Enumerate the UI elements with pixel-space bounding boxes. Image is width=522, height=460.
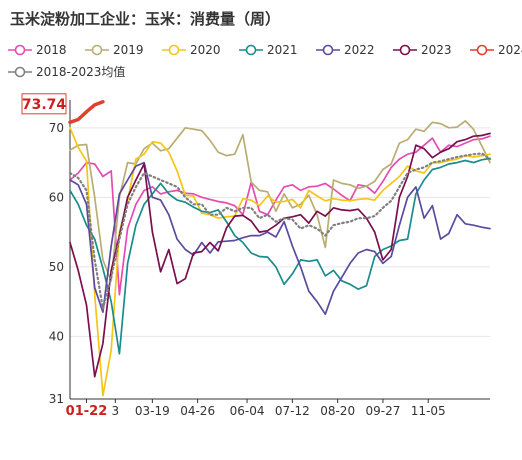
legend-item-2020[interactable]: 2020 bbox=[162, 43, 221, 57]
legend-item-2019[interactable]: 2019 bbox=[85, 43, 144, 57]
series-line-2021 bbox=[69, 157, 491, 355]
series-line-2018-2023均值 bbox=[68, 152, 492, 310]
x-tick-label: 03-19 bbox=[135, 404, 170, 418]
series-line-2019 bbox=[69, 120, 491, 282]
legend-marker bbox=[399, 44, 411, 56]
last-value-badge: 73.74 bbox=[21, 93, 67, 115]
series-line-2020 bbox=[69, 126, 491, 397]
legend-marker bbox=[245, 44, 257, 56]
legend-label: 2018 bbox=[36, 43, 67, 57]
legend-item-2018-2023均值[interactable]: 2018-2023均值 bbox=[8, 64, 125, 79]
x-tick-label: 09-27 bbox=[366, 404, 401, 418]
y-tick-label: 60 bbox=[49, 190, 64, 204]
legend-marker bbox=[14, 44, 26, 56]
y-tick-label: 40 bbox=[49, 329, 64, 343]
x-tick-label: 06-04 bbox=[230, 404, 265, 418]
series-line-2018 bbox=[69, 135, 491, 296]
series-line-2024 bbox=[68, 100, 105, 125]
legend-item-2022[interactable]: 2022 bbox=[316, 43, 375, 57]
legend-label: 2020 bbox=[190, 43, 221, 57]
x-tick-label: 07-12 bbox=[275, 404, 310, 418]
legend-marker bbox=[322, 44, 334, 56]
legend-item-2024[interactable]: 2024 bbox=[470, 43, 522, 57]
legend-item-2021[interactable]: 2021 bbox=[239, 43, 298, 57]
x-tick-label: 08-20 bbox=[320, 404, 355, 418]
x-tick-label: 3 bbox=[111, 404, 119, 418]
legend-marker bbox=[476, 44, 488, 56]
series-line-2023 bbox=[69, 132, 491, 378]
x-tick-label: 04-26 bbox=[180, 404, 215, 418]
legend-marker bbox=[168, 44, 180, 56]
legend-label: 2018-2023均值 bbox=[36, 64, 125, 79]
legend-label: 2021 bbox=[267, 43, 298, 57]
legend-item-2023[interactable]: 2023 bbox=[393, 43, 452, 57]
legend-label: 2023 bbox=[421, 43, 452, 57]
legend-label: 2022 bbox=[344, 43, 375, 57]
y-tick-label: 50 bbox=[49, 260, 64, 274]
series-line-2022 bbox=[69, 161, 491, 316]
y-tick-label: 31 bbox=[49, 392, 64, 406]
legend-label: 2019 bbox=[113, 43, 144, 57]
chart-title: 玉米淀粉加工企业：玉米：消费量（周） bbox=[10, 10, 281, 28]
legend-item-2018[interactable]: 2018 bbox=[8, 43, 67, 57]
x-tick-label-highlight: 01-22 bbox=[66, 404, 108, 419]
last-value-label: 73.74 bbox=[22, 97, 67, 113]
y-tick-label: 70 bbox=[49, 121, 64, 135]
legend-marker bbox=[91, 44, 103, 56]
last-value-box bbox=[21, 93, 67, 115]
legend-label: 2024 bbox=[498, 43, 522, 57]
legend-marker bbox=[14, 66, 26, 78]
x-tick-label: 11-05 bbox=[411, 404, 446, 418]
